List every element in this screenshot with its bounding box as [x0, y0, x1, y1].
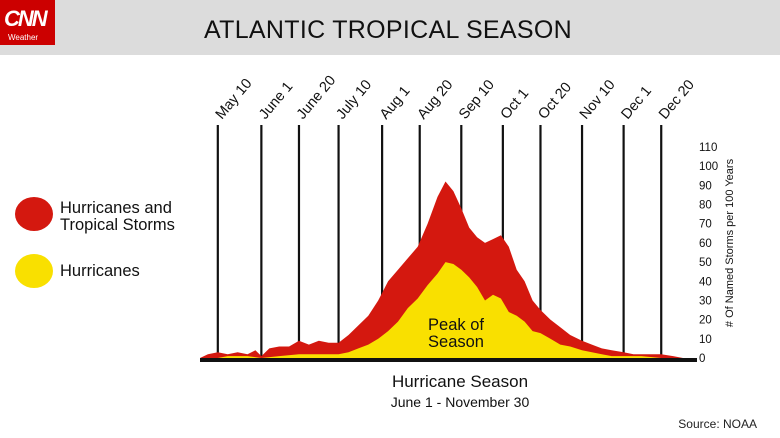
- y-tick-label: 30: [699, 295, 712, 307]
- header-bar: CNN Weather ATLANTIC TROPICAL SEASON: [0, 0, 780, 55]
- y-axis-title: # Of Named Storms per 100 Years: [724, 158, 736, 328]
- legend-label-storms: Hurricanes and Tropical Storms: [60, 199, 175, 234]
- cnn-logo[interactable]: CNN Weather: [0, 0, 55, 45]
- y-tick-label: 10: [699, 334, 712, 346]
- date-marker-label: Aug 1: [377, 83, 414, 122]
- page-title: ATLANTIC TROPICAL SEASON: [204, 16, 572, 44]
- legend-swatch-yellow: [15, 254, 53, 288]
- date-marker-label: June 1: [256, 79, 296, 123]
- date-marker-label: Dec 20: [656, 77, 698, 122]
- x-axis-title: Hurricane Season: [391, 372, 529, 391]
- date-marker-label: Oct 20: [535, 80, 575, 123]
- legend-swatch-red: [15, 197, 53, 231]
- y-tick-label: 20: [699, 315, 712, 327]
- y-tick-label: 80: [699, 200, 712, 212]
- date-marker-label: Sep 10: [456, 77, 498, 122]
- y-tick-label: 60: [699, 238, 712, 250]
- hurricanes-area: [200, 262, 683, 358]
- y-tick-label: 70: [699, 219, 712, 231]
- y-tick-label: 100: [699, 161, 718, 173]
- date-marker-label: Aug 20: [415, 77, 457, 122]
- logo-text: CNN: [4, 6, 48, 31]
- date-marker-label: June 20: [294, 73, 339, 123]
- date-marker-label: Dec 1: [618, 83, 655, 122]
- date-marker-label: Oct 1: [498, 86, 533, 123]
- date-marker-label: Nov 10: [577, 77, 619, 122]
- y-tick-label: 40: [699, 276, 712, 288]
- y-tick-label: 50: [699, 257, 712, 269]
- y-tick-label: 0: [699, 353, 705, 365]
- logo-sub-text: Weather: [8, 33, 39, 42]
- peak-annotation: Peak of Season: [428, 316, 484, 351]
- source-note: Source: NOAA: [678, 417, 757, 431]
- x-axis-subtitle: June 1 - November 30: [390, 394, 530, 410]
- y-tick-label: 110: [699, 142, 717, 154]
- date-marker-label: July 10: [333, 77, 375, 122]
- y-tick-label: 90: [699, 180, 712, 192]
- legend-label-hurricanes: Hurricanes: [60, 262, 140, 280]
- date-marker-label: May 10: [213, 76, 256, 123]
